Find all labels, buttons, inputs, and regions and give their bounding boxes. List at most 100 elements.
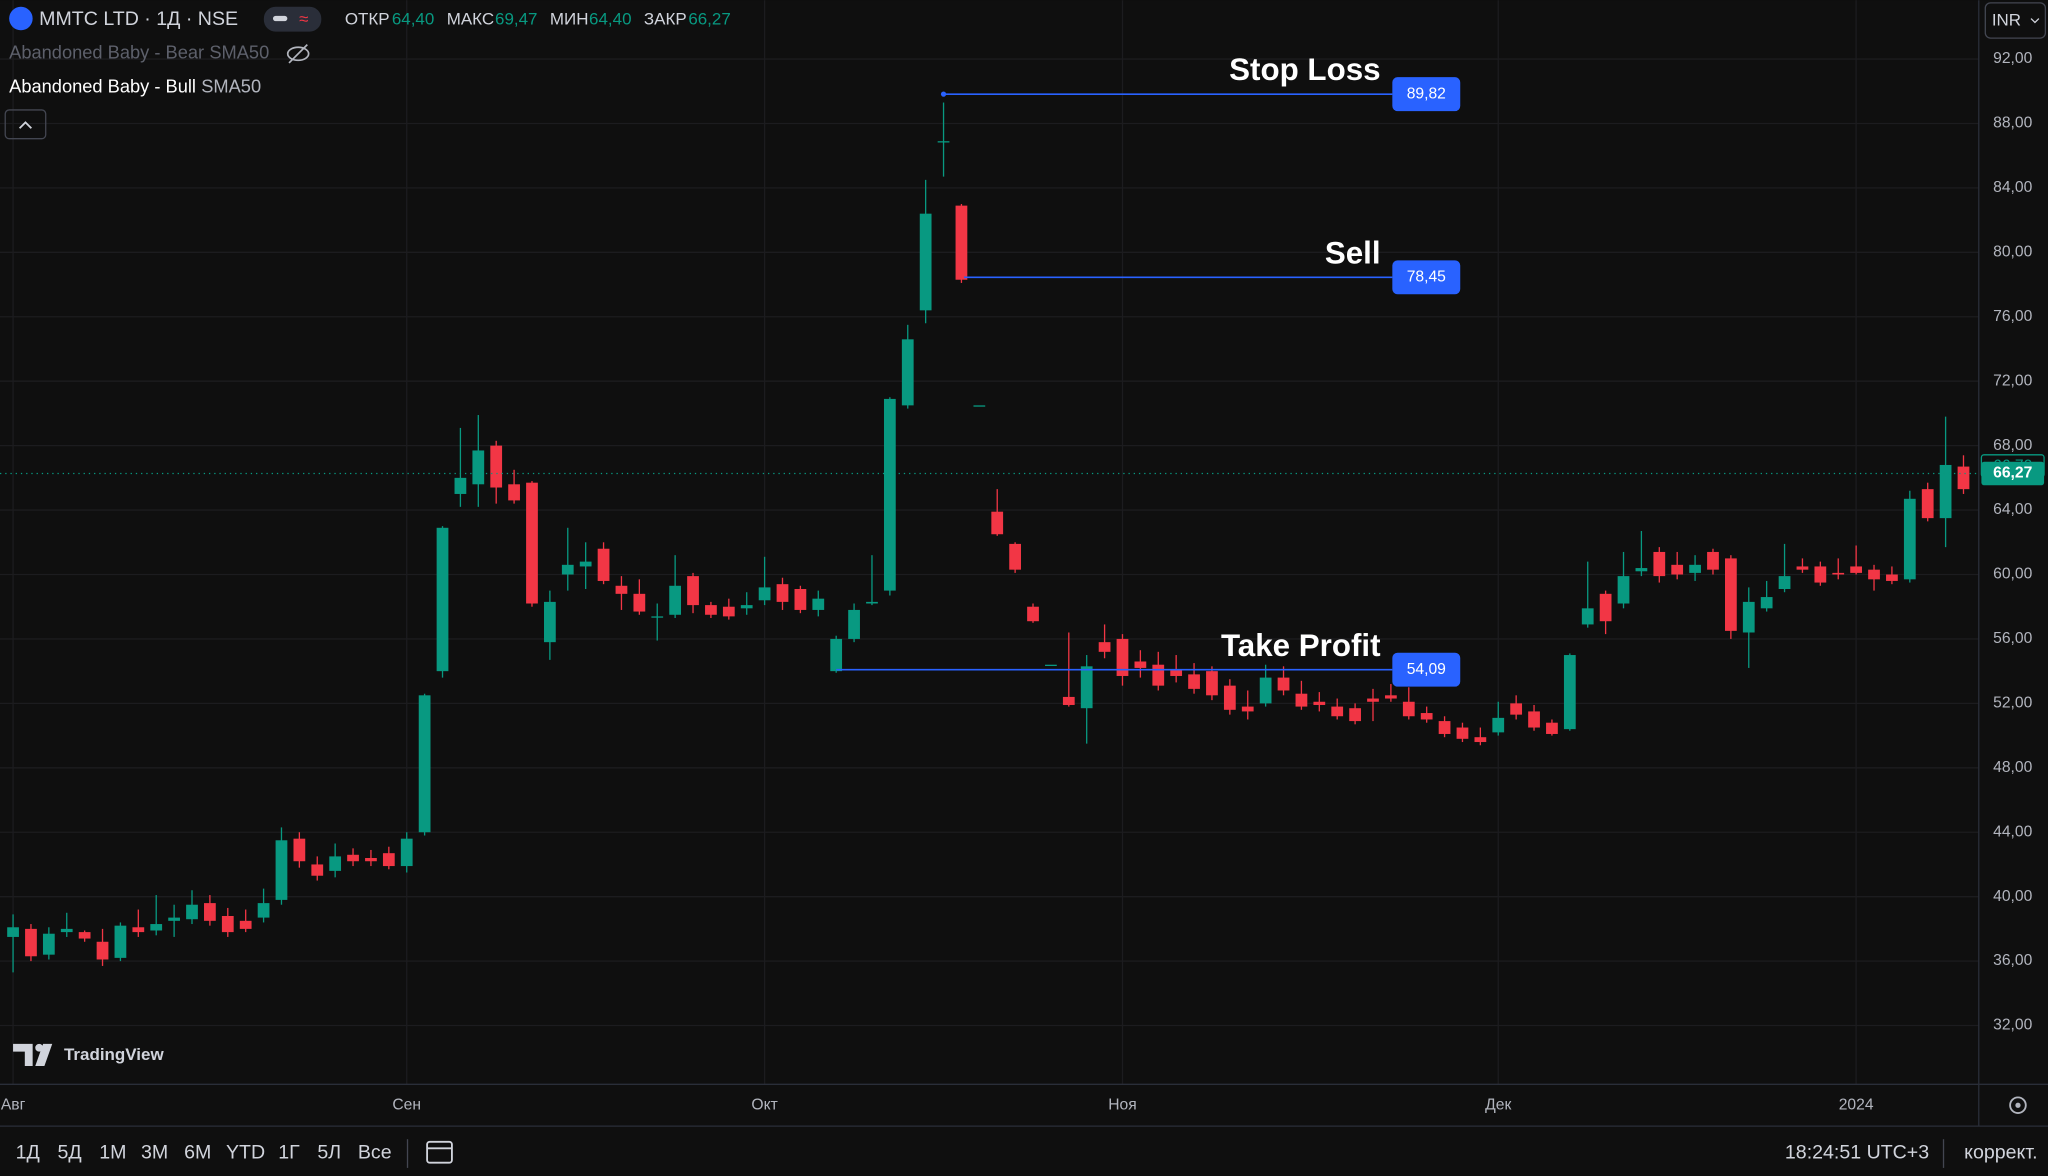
y-tick-label: 60,00	[1993, 566, 2032, 583]
y-tick-label: 48,00	[1993, 759, 2032, 776]
candle-body	[329, 856, 342, 871]
y-tick-label: 36,00	[1993, 952, 2032, 969]
x-tick-label: Сен	[392, 1096, 421, 1113]
candle-body	[1653, 551, 1666, 577]
candle-body	[239, 920, 252, 929]
range-button[interactable]: YTD	[226, 1142, 265, 1164]
candle-body	[1206, 671, 1218, 696]
candle-body	[1402, 701, 1415, 717]
y-tick-label: 80,00	[1993, 243, 2032, 260]
level-badge[interactable]	[1392, 652, 1461, 687]
collapse-icon	[18, 121, 32, 129]
candle-body	[919, 213, 932, 311]
candle-body	[293, 838, 306, 862]
candle-body	[1420, 713, 1433, 720]
range-button[interactable]: 5Д	[57, 1142, 81, 1164]
range-button[interactable]: 5Л	[317, 1142, 341, 1164]
range-button[interactable]: 6М	[184, 1142, 211, 1164]
indicator-name[interactable]: Abandoned Baby - Bear	[9, 42, 204, 63]
ohlc: ОТКР 64,40 МАКС 69,47 МИН 64,40 ЗАКР 66,27	[345, 9, 731, 28]
candle-body	[1492, 717, 1505, 733]
clock[interactable]: 18:24:51 UTC+3	[1785, 1142, 1929, 1164]
level-name: Take Profit	[1221, 628, 1381, 663]
y-tick-label: 68,00	[1993, 437, 2032, 454]
ohlc-value: 69,47	[495, 9, 537, 28]
candle-body	[204, 903, 216, 921]
grid: 32,00 36,00 40,00 44,00 48,00 52,00 56,00 60,00…	[0, 0, 2033, 1113]
candle-body	[1671, 564, 1684, 575]
toolbar: 1Д 5Д 1М 3М 6М YTD 1Г 5Л Все	[16, 1142, 392, 1164]
candle-body	[955, 205, 968, 280]
x-tick-label: Дек	[1485, 1096, 1511, 1113]
candle-body	[365, 858, 377, 862]
ohlc-name: ЗАКР	[644, 9, 687, 28]
candle-body	[1939, 464, 1952, 519]
candle-body	[848, 609, 860, 639]
candle-body	[1080, 666, 1093, 709]
status-pill[interactable]	[263, 6, 322, 32]
candle-body	[1546, 722, 1558, 734]
y-tick-label: 92,00	[1993, 50, 2032, 67]
range-button[interactable]: 3М	[141, 1142, 168, 1164]
candle-body	[1009, 543, 1021, 570]
level-name: Sell	[1325, 235, 1381, 270]
candle-body	[687, 576, 699, 606]
adjust-button[interactable]: коррект.	[1964, 1142, 2037, 1164]
y-tick-label: 40,00	[1993, 888, 2032, 905]
visibility-icon[interactable]	[286, 46, 310, 62]
candle-body	[1295, 693, 1308, 707]
candle-body	[60, 928, 73, 933]
candle-body	[794, 588, 807, 610]
candle-body	[42, 933, 55, 955]
ohlc-name: МАКС	[447, 9, 494, 28]
candle-body	[1850, 566, 1863, 573]
candle-body	[812, 598, 825, 610]
y-tick-label: 32,00	[1993, 1017, 2032, 1034]
range-button[interactable]: Все	[358, 1142, 392, 1164]
candle-body	[669, 585, 682, 615]
level-badge[interactable]	[1392, 260, 1461, 295]
last-price-tag	[1981, 461, 2045, 486]
candle-body	[132, 927, 145, 933]
goto-date-button[interactable]	[426, 1140, 453, 1164]
candle-body	[1170, 669, 1183, 676]
candle-body	[1760, 597, 1773, 609]
range-button[interactable]: 1Г	[278, 1142, 300, 1164]
symbol[interactable]: MMTC LTD · 1Д · NSE	[39, 8, 238, 30]
candle-body	[1724, 558, 1737, 631]
y-tick-label: 64,00	[1993, 501, 2032, 518]
candle-body	[526, 482, 538, 604]
collapse-button[interactable]	[4, 109, 47, 140]
y-tick-label: 72,00	[1993, 372, 2032, 389]
currency-button[interactable]	[1984, 2, 2047, 39]
level-badge-label: 54,09	[1407, 661, 1446, 678]
ohlc-name: ОТКР	[345, 9, 390, 28]
candle-body	[901, 339, 914, 406]
candle-body	[1456, 727, 1469, 739]
candle-body	[597, 548, 610, 581]
candle-body	[1027, 606, 1039, 622]
candle-body	[973, 405, 986, 407]
tv-logo-mark	[35, 1043, 44, 1052]
level-badge-label: 89,82	[1407, 85, 1446, 102]
candle-body	[579, 561, 592, 567]
x-tick-label: Ноя	[1108, 1096, 1137, 1113]
candle-body	[1349, 708, 1361, 722]
candle-body	[114, 925, 127, 958]
candle-body	[221, 915, 234, 933]
candle-body	[722, 606, 735, 617]
candle-body	[472, 450, 485, 485]
y-tick-label: 84,00	[1993, 179, 2032, 196]
level-badge[interactable]	[1392, 77, 1461, 112]
indicator-name[interactable]: Abandoned Baby - Bull	[9, 76, 196, 97]
range-button[interactable]: 1М	[99, 1142, 126, 1164]
candle-body	[1098, 642, 1111, 652]
candle-body	[1241, 706, 1254, 712]
candle-body	[758, 587, 771, 601]
range-button[interactable]: 1Д	[16, 1142, 40, 1164]
candle-body	[1188, 674, 1200, 689]
candle-body	[705, 605, 717, 615]
settings-icon[interactable]	[2009, 1096, 2027, 1114]
ohlc-name: МИН	[550, 9, 589, 28]
